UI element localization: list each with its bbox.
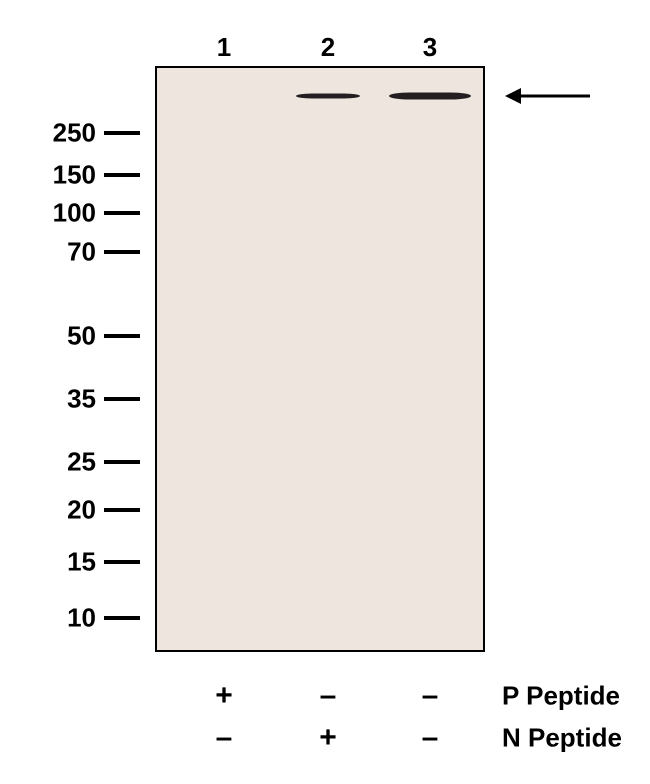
lane-label: 2	[321, 32, 335, 63]
mw-label: 100	[53, 198, 96, 229]
mw-label: 20	[67, 495, 96, 526]
lane-label: 3	[423, 32, 437, 63]
legend-cell: +	[319, 721, 337, 755]
mw-tick	[104, 131, 140, 135]
mw-label: 250	[53, 118, 96, 149]
arrow-shaft	[517, 95, 590, 98]
legend-row-label: P Peptide	[502, 681, 620, 712]
blot-membrane	[155, 66, 485, 652]
band-pointer-arrow	[505, 84, 590, 108]
mw-label: 70	[67, 237, 96, 268]
lane-label: 1	[217, 32, 231, 63]
mw-tick	[104, 250, 140, 254]
mw-label: 10	[67, 603, 96, 634]
mw-label: 15	[67, 547, 96, 578]
mw-tick	[104, 616, 140, 620]
legend-cell: –	[320, 679, 337, 713]
legend-cell: –	[422, 721, 439, 755]
protein-band	[389, 93, 471, 100]
mw-tick	[104, 560, 140, 564]
arrow-head-icon	[505, 88, 521, 104]
western-blot-figure: 1 2 3 250 150 100 70 50 35 25 20 15 10 + – – P Peptide…	[0, 0, 650, 784]
legend-row-label: N Peptide	[502, 723, 622, 754]
mw-tick	[104, 173, 140, 177]
mw-tick	[104, 460, 140, 464]
protein-band	[296, 94, 360, 99]
mw-tick	[104, 397, 140, 401]
mw-tick	[104, 508, 140, 512]
mw-label: 35	[67, 384, 96, 415]
legend-cell: –	[422, 679, 439, 713]
legend-cell: –	[216, 721, 233, 755]
mw-label: 150	[53, 160, 96, 191]
mw-tick	[104, 211, 140, 215]
mw-label: 25	[67, 447, 96, 478]
mw-label: 50	[67, 321, 96, 352]
mw-tick	[104, 334, 140, 338]
legend-cell: +	[215, 679, 233, 713]
